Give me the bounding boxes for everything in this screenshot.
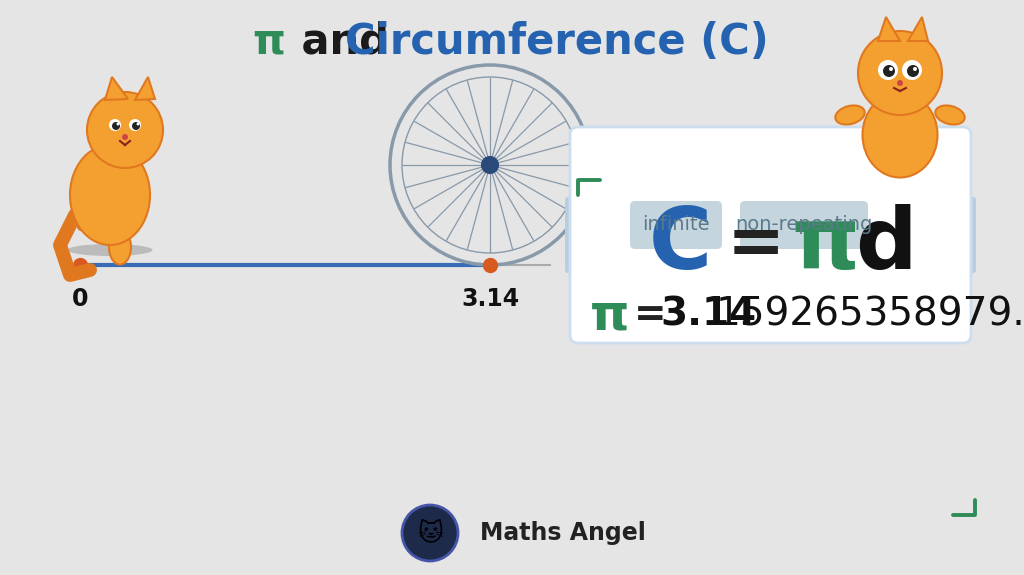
Text: 0: 0	[72, 287, 88, 311]
Ellipse shape	[77, 179, 108, 231]
FancyBboxPatch shape	[570, 127, 971, 343]
Circle shape	[902, 60, 922, 80]
Polygon shape	[908, 17, 928, 41]
FancyBboxPatch shape	[630, 201, 722, 249]
Text: 🐱: 🐱	[417, 521, 443, 545]
Text: Circumference (C): Circumference (C)	[345, 21, 769, 63]
Circle shape	[913, 67, 918, 71]
Polygon shape	[105, 77, 128, 100]
Text: π: π	[792, 204, 859, 286]
Circle shape	[907, 65, 919, 77]
Circle shape	[109, 119, 121, 131]
Circle shape	[878, 60, 898, 80]
Text: 3.14: 3.14	[461, 287, 519, 311]
Ellipse shape	[862, 93, 938, 178]
Circle shape	[136, 122, 139, 125]
Circle shape	[112, 122, 120, 130]
Text: Maths Angel: Maths Angel	[480, 521, 646, 545]
Polygon shape	[135, 77, 155, 100]
Polygon shape	[878, 17, 900, 41]
Circle shape	[858, 31, 942, 115]
Circle shape	[889, 67, 893, 71]
Text: =: =	[634, 296, 667, 334]
Text: 159265358979...: 159265358979...	[716, 296, 1024, 334]
Ellipse shape	[70, 145, 150, 245]
Circle shape	[482, 157, 498, 173]
Ellipse shape	[109, 229, 131, 264]
Circle shape	[87, 92, 163, 168]
Text: and: and	[287, 21, 403, 63]
Circle shape	[132, 122, 140, 130]
Circle shape	[402, 505, 458, 561]
Text: C: C	[649, 204, 712, 286]
Text: non-repeating: non-repeating	[735, 216, 872, 235]
FancyBboxPatch shape	[956, 197, 976, 273]
Ellipse shape	[836, 105, 864, 125]
Text: d: d	[855, 204, 916, 286]
Ellipse shape	[935, 105, 965, 125]
Circle shape	[897, 80, 903, 86]
Text: infinite: infinite	[642, 216, 710, 235]
FancyBboxPatch shape	[565, 197, 585, 273]
Circle shape	[117, 122, 120, 125]
Text: π: π	[590, 291, 630, 339]
Circle shape	[129, 119, 141, 131]
Text: =: =	[726, 212, 784, 278]
Text: 3.14: 3.14	[660, 296, 756, 334]
Text: π: π	[252, 21, 285, 63]
FancyBboxPatch shape	[740, 201, 868, 249]
Circle shape	[883, 65, 895, 77]
Ellipse shape	[68, 244, 153, 256]
Circle shape	[122, 134, 128, 140]
